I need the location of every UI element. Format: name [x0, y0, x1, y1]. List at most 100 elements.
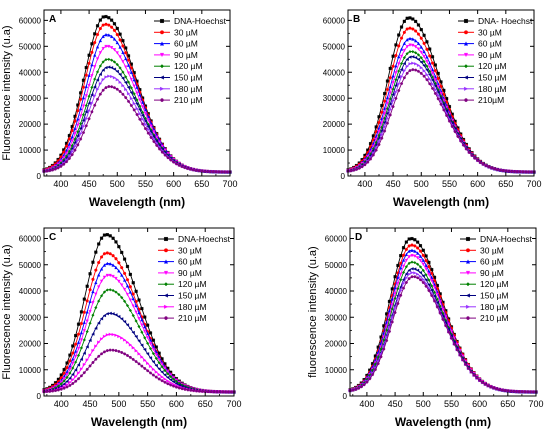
- panel-b-series-0-point: [422, 33, 426, 37]
- panel-b-series-5-point: [391, 92, 395, 97]
- panel-c-legend-marker: [164, 237, 168, 241]
- panel-a-series-6-point: [138, 112, 142, 116]
- panel-d-series-6-point: [387, 325, 392, 330]
- panel-d-series-7-point: [511, 390, 516, 393]
- panel-c-series-4-point: [62, 379, 66, 383]
- panel-d-legend-entry: 120 µM: [480, 279, 509, 289]
- panel-d-series-7-point: [382, 347, 386, 351]
- panel-a-series-1-point: [79, 97, 83, 101]
- panel-d-series-7-point: [449, 336, 454, 340]
- panel-c-legend-entry: 180 µM: [178, 302, 207, 312]
- panel-c-series-5-point: [102, 313, 107, 318]
- panel-b-series-3-point: [388, 91, 392, 95]
- panel-b-legend-entry: 120 µM: [478, 61, 507, 71]
- panel-c-series-3-point: [94, 292, 98, 296]
- panel-d-series-7-point: [489, 385, 493, 389]
- panel-a-series-1-point: [101, 23, 105, 27]
- panel-c-series-6-point: [91, 348, 95, 353]
- panel-c-series-1-point: [105, 251, 109, 255]
- panel-a-series-7-point: [183, 166, 187, 170]
- panel-d-series-4-point: [427, 278, 431, 282]
- panel-c-series-1-point: [74, 342, 78, 346]
- panel-a-series-6-point: [107, 74, 111, 78]
- panel-b-series-5-point: [413, 55, 418, 60]
- panel-d-series-7-point: [497, 388, 501, 392]
- panel-d-series-7-point: [362, 383, 366, 387]
- panel-b-legend-marker: [463, 64, 469, 69]
- panel-b-series-1-point: [430, 61, 435, 65]
- panel-a-series-7-point: [191, 168, 195, 172]
- panel-c-series-7-point: [200, 390, 204, 393]
- panel-c-series-7-point: [209, 390, 213, 394]
- panel-a-series-4-point: [81, 113, 86, 117]
- panel-c-x-axis-label: Wavelength (nm): [91, 415, 187, 429]
- panel-c-series-0-point: [74, 334, 78, 338]
- panel-a-series-2-point: [109, 34, 114, 39]
- panel-c-series-1-point: [125, 278, 130, 282]
- panel-d-series-6-point: [396, 297, 400, 301]
- panel-d: 400 450 500 550 600 650 700 0 10000 20000 30000 400…: [307, 227, 544, 429]
- panel-c-series-7-point: [51, 389, 55, 393]
- panel-c-series-4-point: [108, 288, 112, 292]
- panel-a-series-0-point: [104, 15, 108, 19]
- panel-d-series-4-point: [407, 261, 411, 265]
- panel-d-series-0-point: [404, 240, 408, 244]
- panel-b-series-7-point: [360, 165, 364, 169]
- panel-b-series-4-point: [428, 69, 432, 73]
- panel-c-series-4-point: [163, 368, 167, 373]
- panel-c-series-1-point: [120, 266, 124, 270]
- panel-b-series-0-point: [385, 79, 390, 83]
- panel-a-series-0-point: [84, 66, 88, 70]
- panel-c-series-3-point: [65, 372, 69, 377]
- panel-b-series-3-point: [377, 130, 381, 134]
- panel-d-series-7-point: [517, 390, 521, 394]
- panel-b-series-3-point: [419, 50, 423, 55]
- panel-b-series-4-point: [408, 50, 412, 54]
- panel-a-series-7-point: [197, 169, 201, 173]
- panel-b-series-7-point: [481, 163, 485, 166]
- panel-a-series-7-point: [76, 143, 80, 147]
- panel-a-series-5-point: [81, 118, 86, 122]
- panel-a-series-7-point: [205, 170, 210, 173]
- panel-b-series-7-point: [507, 169, 511, 173]
- panel-a-series-6-point: [90, 101, 94, 105]
- panel-d-series-7-point: [365, 380, 369, 384]
- panel-c-series-3-point: [160, 362, 164, 366]
- panel-b-series-7-point: [476, 159, 480, 162]
- panel-c-series-3-point: [117, 279, 121, 284]
- panel-b-series-7-point: [529, 170, 533, 174]
- panel-d-series-4-point: [401, 270, 406, 274]
- panel-c-series-6-point: [88, 353, 92, 357]
- panel-b-series-4-point: [405, 52, 409, 56]
- panel-c-series-3-point: [59, 380, 63, 384]
- panel-b-series-7: [346, 68, 536, 174]
- panel-a-series-0-point: [93, 32, 97, 36]
- panel-a-legend-marker: [160, 86, 165, 91]
- panel-a-series-0-point: [98, 18, 102, 22]
- panel-a-series-6-point: [132, 101, 136, 106]
- panel-c-series-7-point: [203, 390, 207, 393]
- panel-c-series-4-point: [120, 295, 124, 300]
- panel-a-series-3-point: [59, 159, 63, 164]
- panel-b-series-7-point: [408, 69, 412, 72]
- panel-b-series-6-point: [397, 82, 401, 86]
- panel-c-series-4-point: [88, 321, 92, 325]
- panel-a-series-7-point: [115, 87, 119, 91]
- panel-c-series-5-point: [128, 326, 132, 331]
- panel-d-xtick-label: 400: [359, 399, 374, 409]
- panel-c-series-6-point: [71, 378, 75, 382]
- panel-b-series-6-point: [428, 77, 432, 81]
- panel-c-legend-entry: 60 µM: [178, 257, 202, 267]
- panel-d-series-6-point: [404, 276, 409, 280]
- panel-d-series-6-point: [413, 271, 417, 275]
- panel-b-series-7-point: [405, 71, 409, 75]
- panel-c-series-3-point: [122, 287, 127, 292]
- panel-a-series-7-point: [135, 113, 139, 116]
- panel-c-series-1-point: [68, 359, 72, 363]
- panel-a-xtick-label: 450: [82, 179, 97, 189]
- panel-b-series-7-point: [526, 170, 530, 174]
- panel-b-legend-marker: [463, 52, 469, 58]
- panel-c-series-7-point: [223, 390, 227, 394]
- panel-a-series-2-point: [87, 73, 91, 77]
- panel-b-ytick-label: 40000: [323, 68, 346, 77]
